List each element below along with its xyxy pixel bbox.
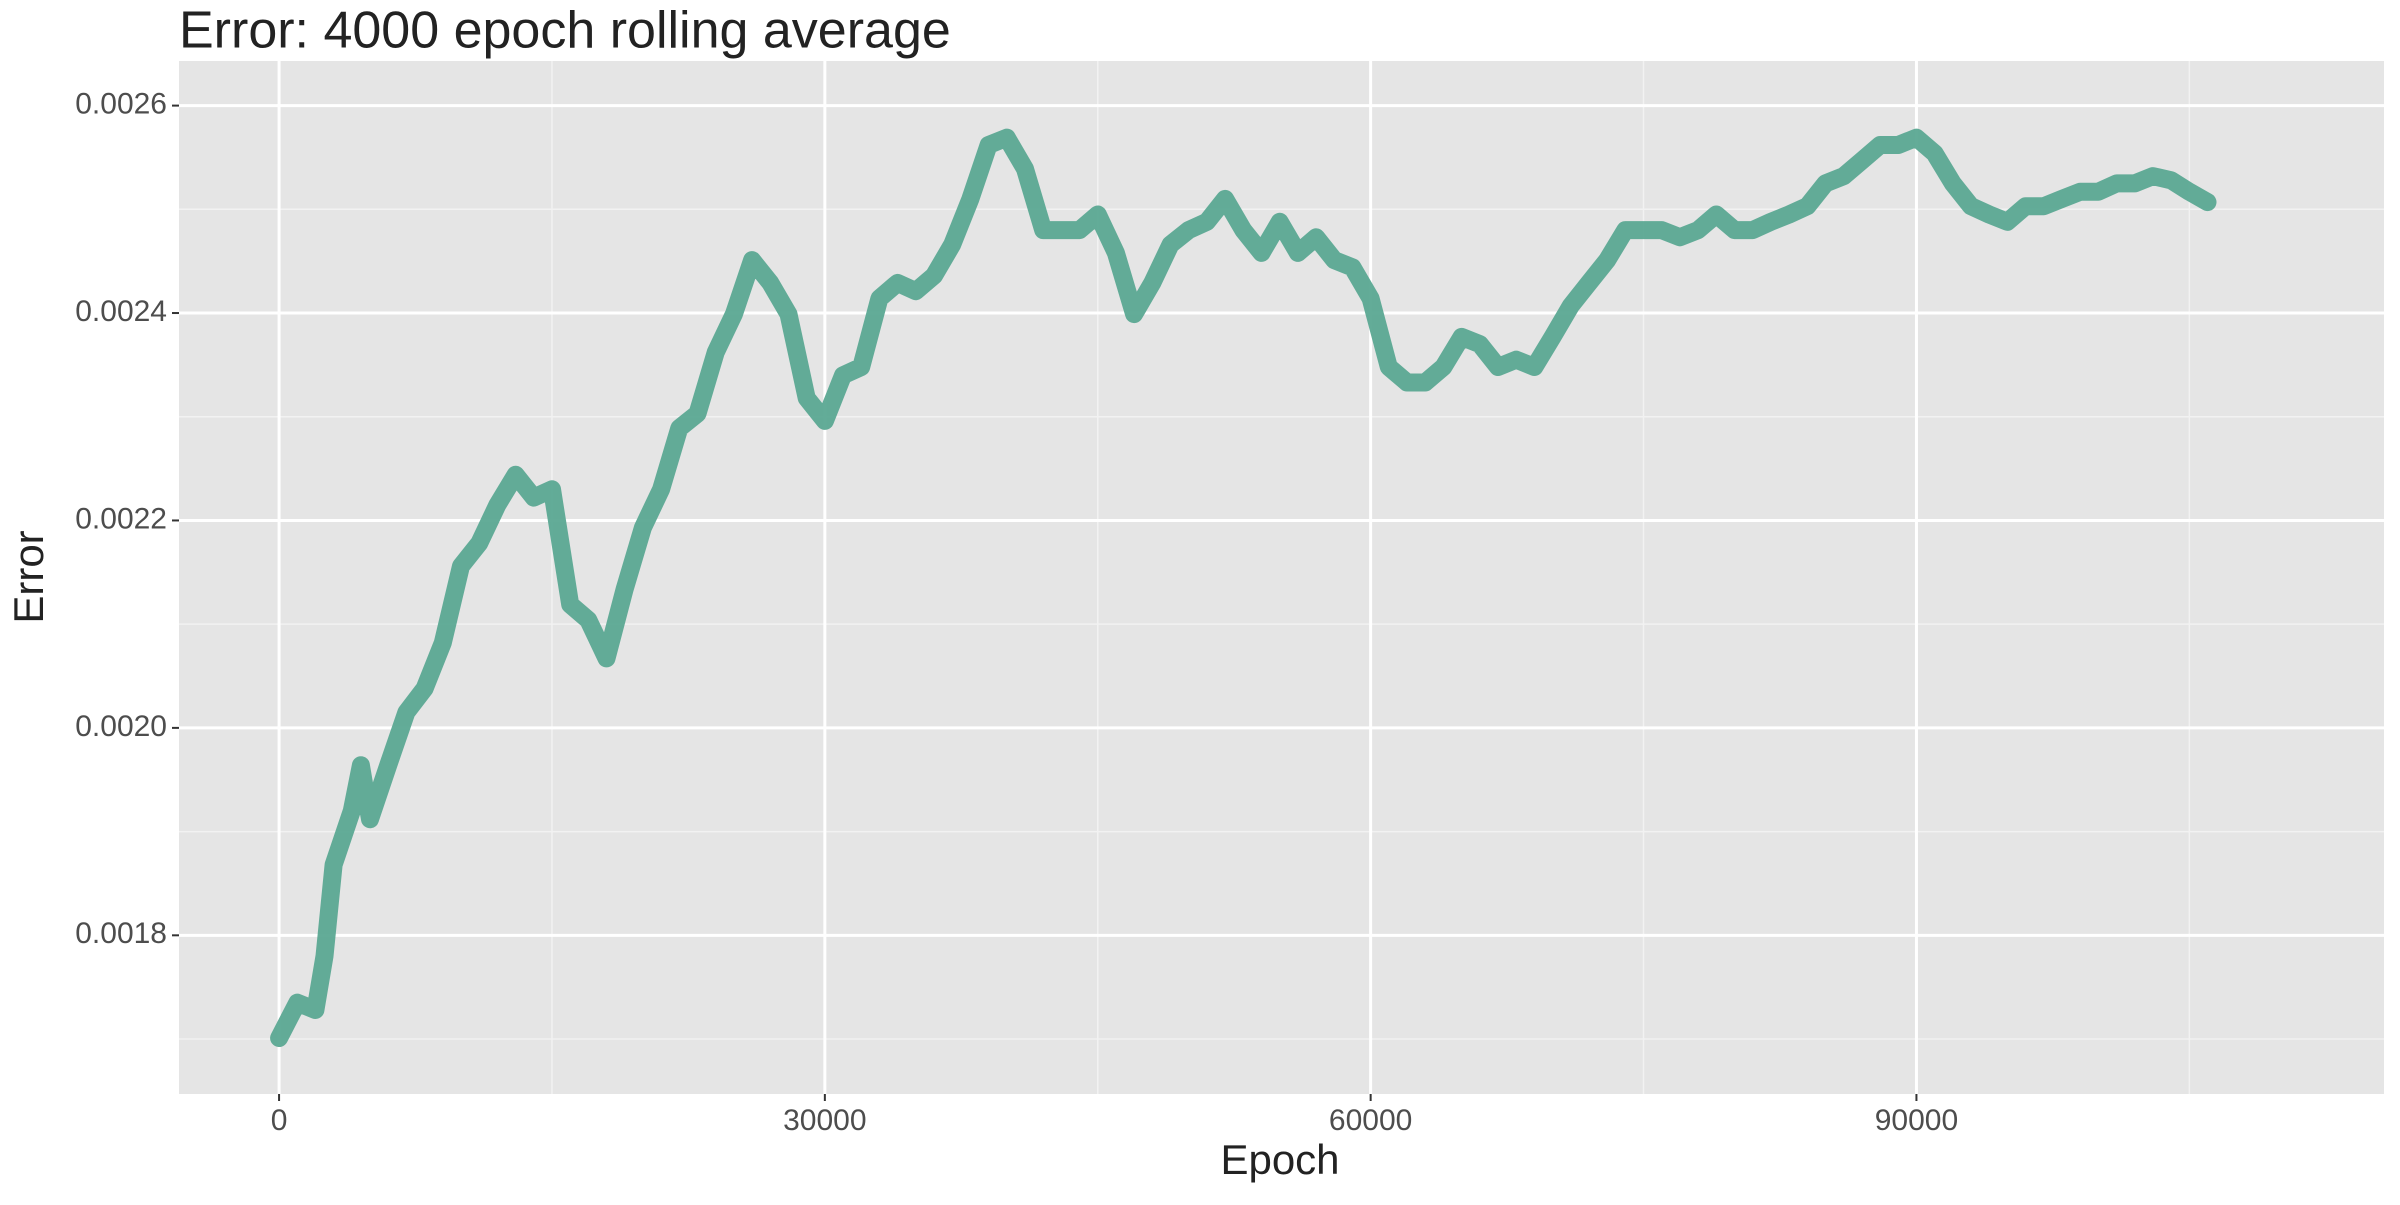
data-line <box>270 128 2217 1047</box>
x-tick-label: 90000 <box>1875 1104 1958 1137</box>
y-tick-label: 0.0024 <box>75 295 167 328</box>
x-axis-title: Epoch <box>1220 1136 1339 1183</box>
x-tick-label: 30000 <box>783 1104 866 1137</box>
y-axis-title: Error <box>5 530 52 623</box>
chart-title: Error: 4000 epoch rolling average <box>179 2 951 60</box>
x-tick-label: 60000 <box>1329 1104 1412 1137</box>
y-tick-label: 0.0026 <box>75 88 167 121</box>
y-tick-label: 0.0018 <box>75 917 167 950</box>
y-tick-label: 0.0020 <box>75 710 167 743</box>
x-tick-label: 0 <box>271 1104 288 1137</box>
y-tick-label: 0.0022 <box>75 502 167 535</box>
